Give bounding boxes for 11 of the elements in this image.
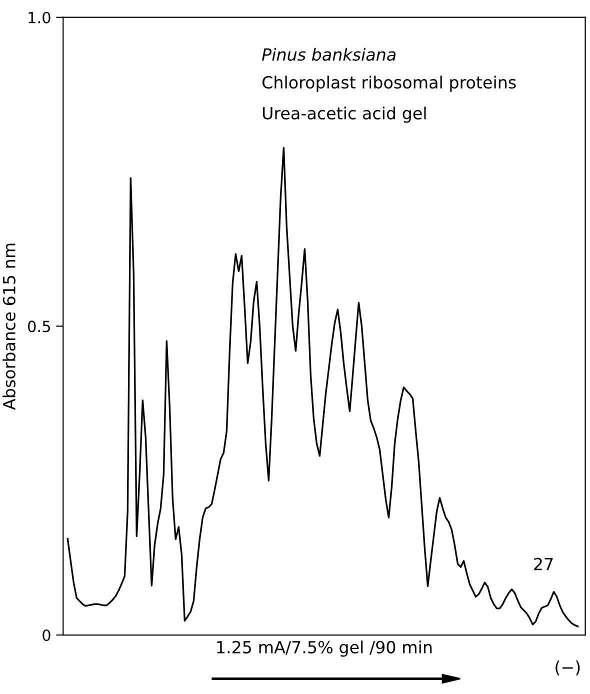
line-series bbox=[66, 146, 579, 628]
annotation: Urea-acetic acid gel bbox=[262, 106, 426, 123]
text: (−) bbox=[556, 660, 580, 676]
x-axis-title: 1.25 mA/7.5% gel /90 min bbox=[217, 640, 432, 657]
y-axis-title: Absorbance 615 nm bbox=[2, 244, 16, 410]
annotation: 27 bbox=[534, 558, 553, 570]
text: Pinus banksiana bbox=[262, 48, 396, 61]
y-tick-label: 1.0 bbox=[28, 12, 50, 24]
text: Chloroplast ribosomal proteins bbox=[262, 76, 516, 92]
y-tick-label: 0 bbox=[42, 629, 50, 642]
y-tick-label: 0.5 bbox=[28, 320, 50, 332]
